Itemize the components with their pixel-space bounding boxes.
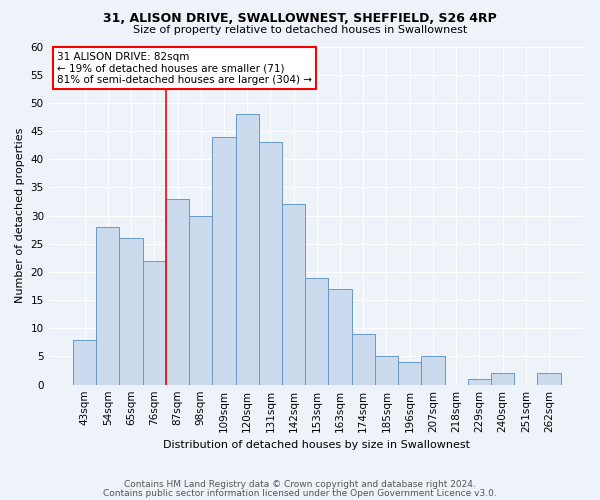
Text: Size of property relative to detached houses in Swallownest: Size of property relative to detached ho…: [133, 25, 467, 35]
Text: 31 ALISON DRIVE: 82sqm
← 19% of detached houses are smaller (71)
81% of semi-det: 31 ALISON DRIVE: 82sqm ← 19% of detached…: [57, 52, 312, 85]
Bar: [352, 334, 375, 384]
Bar: [375, 356, 398, 384]
Bar: [398, 362, 421, 384]
Y-axis label: Number of detached properties: Number of detached properties: [15, 128, 25, 304]
Bar: [143, 260, 166, 384]
Bar: [212, 136, 236, 384]
Bar: [491, 374, 514, 384]
Bar: [538, 374, 560, 384]
Bar: [236, 114, 259, 384]
Bar: [73, 340, 96, 384]
Bar: [166, 198, 189, 384]
Bar: [468, 379, 491, 384]
Text: Contains HM Land Registry data © Crown copyright and database right 2024.: Contains HM Land Registry data © Crown c…: [124, 480, 476, 489]
Bar: [119, 238, 143, 384]
Bar: [305, 278, 328, 384]
Text: Contains public sector information licensed under the Open Government Licence v3: Contains public sector information licen…: [103, 488, 497, 498]
Bar: [96, 227, 119, 384]
Text: 31, ALISON DRIVE, SWALLOWNEST, SHEFFIELD, S26 4RP: 31, ALISON DRIVE, SWALLOWNEST, SHEFFIELD…: [103, 12, 497, 26]
Bar: [259, 142, 282, 384]
X-axis label: Distribution of detached houses by size in Swallownest: Distribution of detached houses by size …: [163, 440, 470, 450]
Bar: [421, 356, 445, 384]
Bar: [189, 216, 212, 384]
Bar: [328, 289, 352, 384]
Bar: [282, 204, 305, 384]
